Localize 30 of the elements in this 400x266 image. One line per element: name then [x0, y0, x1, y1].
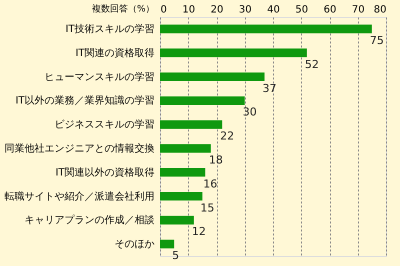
data-label: 12 — [192, 225, 206, 238]
y-tick-label: IT関連の資格取得 — [75, 46, 154, 59]
data-label: 52 — [304, 58, 319, 71]
y-tick-label: IT以外の業務／業界知識の学習 — [15, 94, 154, 107]
y-tick-label: キャリアプランの作成／相談 — [24, 214, 154, 226]
data-label: 75 — [370, 34, 384, 47]
y-tick-label: IT技術スキルの学習 — [65, 22, 154, 35]
y-tick-label: 転職サイトや紹介／派遣会社利用 — [4, 190, 154, 202]
x-tick-label: 50 — [295, 4, 308, 16]
x-tick-label: 40 — [267, 4, 280, 16]
data-label: 37 — [262, 82, 277, 95]
data-label: 5 — [172, 249, 180, 262]
data-label: 16 — [203, 177, 218, 190]
x-tick-label: 60 — [324, 4, 336, 16]
data-label: 15 — [200, 201, 214, 214]
y-tick-label: ヒューマンスキルの学習 — [44, 70, 154, 83]
x-tick-label: 20 — [210, 4, 224, 16]
data-label: 30 — [242, 106, 257, 119]
x-tick-label: 80 — [374, 4, 386, 16]
y-tick-label: ビジネススキルの学習 — [54, 118, 154, 131]
y-tick-label: そのほか — [114, 239, 154, 250]
x-tick-label: 10 — [182, 4, 196, 16]
x-axis-title: 複数回答（%） — [92, 4, 154, 14]
x-tick-label: 30 — [238, 4, 252, 16]
x-tick-label: 0 — [160, 4, 167, 16]
y-tick-label: IT関連以外の資格取得 — [55, 166, 154, 178]
data-label: 18 — [208, 153, 223, 166]
data-label: 22 — [220, 130, 234, 143]
x-tick-label: 70 — [352, 4, 365, 16]
y-tick-label: 同業他社エンジニアとの情報交換 — [4, 142, 154, 154]
